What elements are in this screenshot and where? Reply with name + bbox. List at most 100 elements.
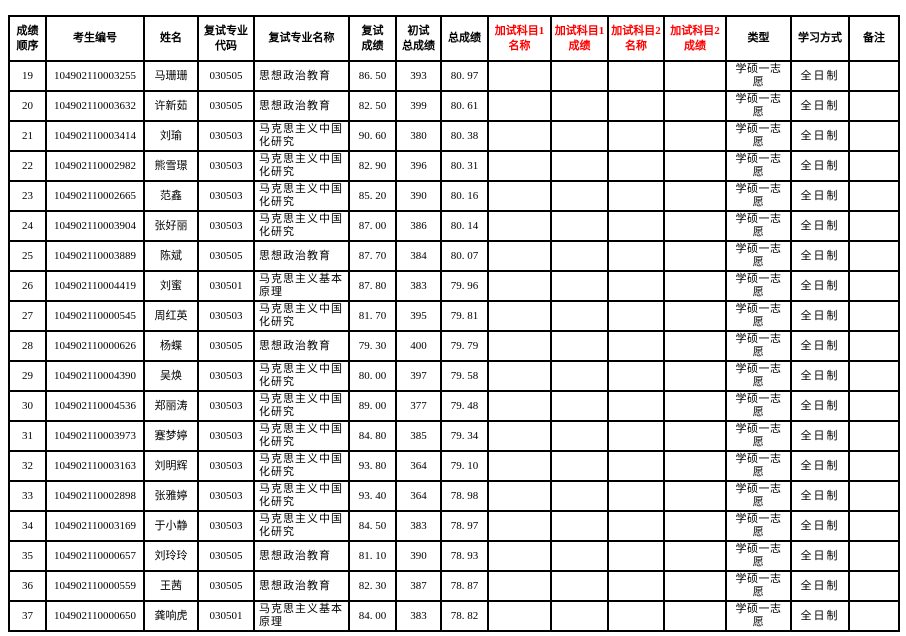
cell-name: 吴焕 (143, 360, 199, 392)
cell-retest-score: 80. 00 (348, 360, 397, 392)
cell-extra2-score (663, 150, 727, 182)
cell-extra1-name (487, 60, 552, 92)
cell-rank: 23 (8, 180, 47, 212)
cell-major-name: 马克思主义中国化研究 (253, 420, 350, 452)
cell-candidate-id: 104902110004419 (45, 270, 145, 302)
cell-rank: 31 (8, 420, 47, 452)
cell-extra1-score (550, 390, 609, 422)
cell-candidate-id: 104902110002898 (45, 480, 145, 512)
cell-extra2-name (607, 420, 665, 452)
cell-name: 范鑫 (143, 180, 199, 212)
cell-extra1-name (487, 360, 552, 392)
cell-major-name: 思想政治教育 (253, 540, 350, 572)
cell-candidate-id: 104902110003973 (45, 420, 145, 452)
cell-extra2-score (663, 60, 727, 92)
cell-candidate-id: 104902110000650 (45, 600, 145, 632)
cell-major-name: 马克思主义基本原理 (253, 600, 350, 632)
cell-type: 学硕一志愿 (725, 360, 792, 392)
cell-note (848, 180, 900, 212)
cell-extra2-name (607, 90, 665, 122)
cell-extra1-name (487, 90, 552, 122)
cell-major-name: 思想政治教育 (253, 90, 350, 122)
cell-note (848, 600, 900, 632)
cell-extra1-score (550, 270, 609, 302)
cell-major-code: 030505 (197, 90, 255, 122)
cell-study-mode: 全日制 (790, 480, 850, 512)
column-header-note: 备注 (848, 15, 900, 62)
cell-name: 蹇梦婷 (143, 420, 199, 452)
cell-major-code: 030503 (197, 480, 255, 512)
cell-extra2-score (663, 540, 727, 572)
table-body: 19 104902110003255 马珊珊 030505 思想政治教育 86. 50 39… (8, 60, 900, 632)
column-header-total-score: 总成绩 (440, 15, 489, 62)
cell-total-score: 80. 61 (440, 90, 489, 122)
cell-note (848, 330, 900, 362)
column-header-name: 姓名 (143, 15, 199, 62)
cell-extra1-name (487, 450, 552, 482)
cell-extra2-name (607, 330, 665, 362)
cell-rank: 22 (8, 150, 47, 182)
cell-study-mode: 全日制 (790, 360, 850, 392)
cell-extra1-name (487, 600, 552, 632)
cell-extra1-score (550, 210, 609, 242)
cell-extra2-name (607, 240, 665, 272)
cell-extra1-score (550, 540, 609, 572)
cell-type: 学硕一志愿 (725, 270, 792, 302)
cell-extra2-name (607, 180, 665, 212)
cell-extra2-score (663, 390, 727, 422)
table-row: 26 104902110004419 刘蜜 030501 马克思主义基本原理 87. 80… (8, 270, 900, 302)
cell-total-score: 79. 96 (440, 270, 489, 302)
cell-major-code: 030503 (197, 510, 255, 542)
cell-extra2-score (663, 510, 727, 542)
cell-retest-score: 84. 00 (348, 600, 397, 632)
cell-note (848, 450, 900, 482)
cell-rank: 32 (8, 450, 47, 482)
cell-name: 熊雪璟 (143, 150, 199, 182)
cell-rank: 37 (8, 600, 47, 632)
cell-name: 刘明辉 (143, 450, 199, 482)
cell-initial-total: 364 (395, 480, 442, 512)
cell-name: 张好丽 (143, 210, 199, 242)
cell-rank: 26 (8, 270, 47, 302)
column-header-retest-score: 复试 成绩 (348, 15, 397, 62)
cell-extra1-score (550, 60, 609, 92)
cell-extra1-name (487, 540, 552, 572)
cell-name: 陈斌 (143, 240, 199, 272)
cell-retest-score: 81. 10 (348, 540, 397, 572)
cell-rank: 24 (8, 210, 47, 242)
cell-major-name: 思想政治教育 (253, 60, 350, 92)
cell-major-code: 030501 (197, 270, 255, 302)
cell-study-mode: 全日制 (790, 270, 850, 302)
cell-major-code: 030503 (197, 150, 255, 182)
cell-extra1-score (550, 420, 609, 452)
table-row: 25 104902110003889 陈斌 030505 思想政治教育 87. 70 384… (8, 240, 900, 272)
cell-rank: 21 (8, 120, 47, 152)
cell-name: 杨蝶 (143, 330, 199, 362)
cell-rank: 35 (8, 540, 47, 572)
cell-study-mode: 全日制 (790, 330, 850, 362)
cell-extra2-score (663, 300, 727, 332)
cell-extra1-name (487, 510, 552, 542)
cell-note (848, 60, 900, 92)
cell-extra2-score (663, 330, 727, 362)
table-row: 28 104902110000626 杨蝶 030505 思想政治教育 79. 30 400… (8, 330, 900, 362)
cell-extra1-score (550, 150, 609, 182)
cell-initial-total: 400 (395, 330, 442, 362)
cell-major-code: 030503 (197, 210, 255, 242)
cell-note (848, 390, 900, 422)
cell-extra1-score (550, 570, 609, 602)
cell-extra1-name (487, 300, 552, 332)
cell-total-score: 80. 14 (440, 210, 489, 242)
cell-extra2-name (607, 210, 665, 242)
cell-rank: 19 (8, 60, 47, 92)
cell-extra2-name (607, 60, 665, 92)
cell-total-score: 79. 34 (440, 420, 489, 452)
cell-extra2-score (663, 420, 727, 452)
cell-extra1-score (550, 120, 609, 152)
cell-type: 学硕一志愿 (725, 540, 792, 572)
table-row: 24 104902110003904 张好丽 030503 马克思主义中国化研究 87. … (8, 210, 900, 242)
cell-extra2-name (607, 600, 665, 632)
cell-rank: 28 (8, 330, 47, 362)
cell-major-name: 马克思主义中国化研究 (253, 480, 350, 512)
cell-note (848, 240, 900, 272)
